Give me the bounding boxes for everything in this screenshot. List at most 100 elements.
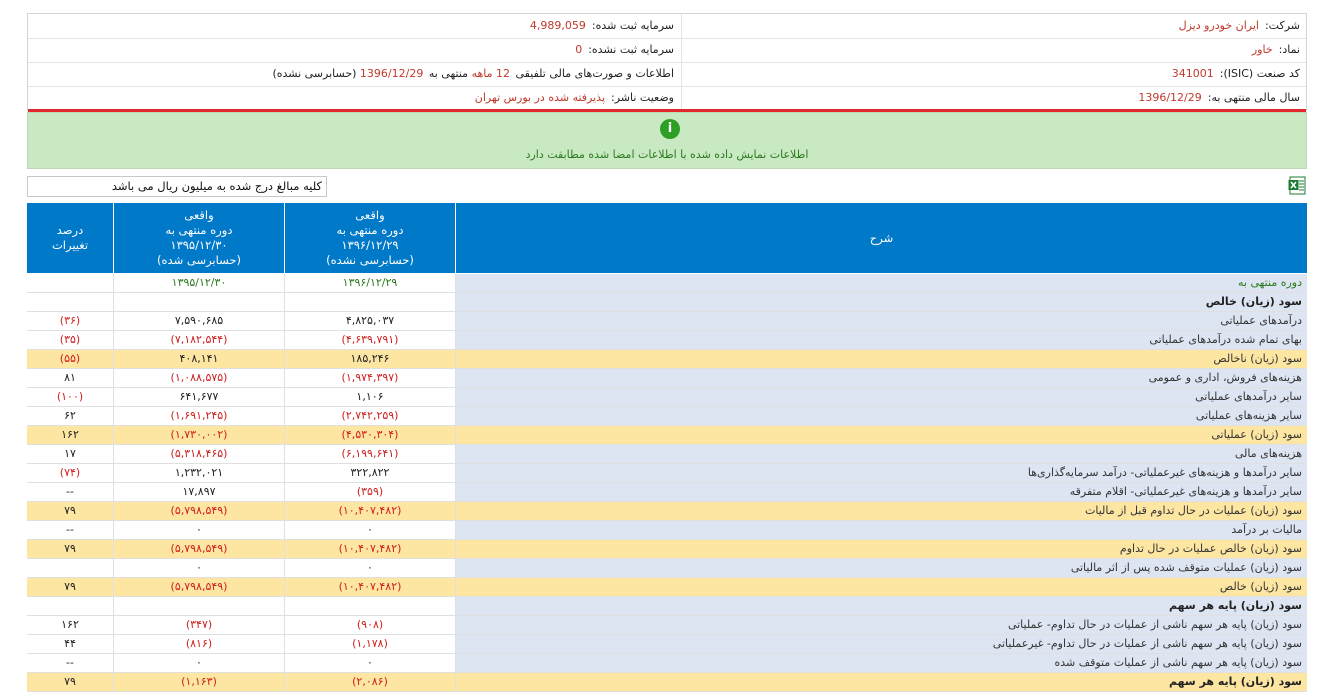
col-header-change: درصد تغییرات [27, 203, 113, 273]
current-value-cell: (۹۰۸) [284, 616, 455, 634]
col-header-description: شرح [455, 203, 1307, 273]
change-cell: ۷۹ [27, 578, 113, 596]
change-cell [27, 559, 113, 577]
table-row: سود (زیان) خالص [27, 293, 1307, 312]
current-value-cell: (۲,۷۴۲,۲۵۹) [284, 407, 455, 425]
current-value-cell: ۰ [284, 654, 455, 672]
verification-message: اطلاعات نمایش داده شده با اطلاعات امضا ش… [525, 148, 809, 161]
info-row-symbol: نماد: خاور سرمایه ثبت نشده: 0 [28, 38, 1306, 63]
col-header-current-l2: دوره منتهی به [336, 223, 404, 237]
previous-value-cell: (۵,۳۱۸,۴۶۵) [113, 445, 284, 463]
table-row: ۱۷ (۵,۳۱۸,۴۶۵) (۶,۱۹۹,۶۴۱) هزینه‌های مالی [27, 445, 1307, 464]
previous-value-cell: ۷,۵۹۰,۶۸۵ [113, 312, 284, 330]
previous-value-cell: ۱,۲۳۲,۰۲۱ [113, 464, 284, 482]
info-row-company: شرکت: ایران خودرو دیزل سرمایه ثبت شده: 4,9… [28, 14, 1306, 39]
current-value-cell: ۱۳۹۶/۱۲/۲۹ [284, 274, 455, 292]
col-header-current-l3: ۱۳۹۶/۱۲/۲۹ [341, 238, 399, 252]
table-row: ۷۹ (۵,۷۹۸,۵۴۹) (۱۰,۴۰۷,۴۸۲) سود (زیان) خالص… [27, 540, 1307, 559]
table-row: ۱۶۲ (۱,۷۳۰,۰۰۲) (۴,۵۳۰,۳۰۴) سود (زیان) عملی… [27, 426, 1307, 445]
previous-value-cell [113, 597, 284, 615]
table-header: درصد تغییرات واقعی دوره منتهی به ۱۳۹۵/۱۲… [27, 203, 1307, 273]
change-cell: (۳۶) [59, 314, 81, 327]
previous-value-cell: ۶۴۱,۶۷۷ [113, 388, 284, 406]
change-cell: (۵۵) [27, 350, 113, 368]
previous-value-cell: (۸۱۶) [113, 635, 284, 653]
row-label-cell: سود (زیان) خالص [455, 578, 1307, 596]
current-value-cell: ۱,۱۰۶ [284, 388, 455, 406]
table-row: -- ۰ ۰ سود (زیان) پایه هر سهم ناشی از عملیا… [27, 654, 1307, 673]
excel-export-icon[interactable] [1288, 176, 1307, 195]
row-label-cell: سود (زیان) خالص [455, 293, 1307, 311]
company-value: ایران خودرو دیزل [1178, 19, 1259, 32]
change-cell: ۶۲ [64, 409, 76, 422]
previous-value-cell: (۱,۷۳۰,۰۰۲) [113, 426, 284, 444]
current-value-cell: (۲,۰۸۶) [284, 673, 455, 691]
change-cell: -- [66, 656, 74, 669]
row-label-cell: سود (زیان) عملیات در حال تداوم قبل از ما… [455, 502, 1307, 520]
isic-value: 341001 [1171, 67, 1214, 80]
previous-value-cell: ۰ [113, 559, 284, 577]
table-row: ۸۱ (۱,۰۸۸,۵۷۵) (۱,۹۷۴,۳۹۷) هزینه‌های فروش، … [27, 369, 1307, 388]
previous-value-cell: (۱,۶۹۱,۲۴۵) [113, 407, 284, 425]
row-label-cell: سود (زیان) عملیات متوقف شده پس از اثر ما… [455, 559, 1307, 577]
current-value-cell: (۴,۵۳۰,۳۰۴) [284, 426, 455, 444]
current-value-cell: (۱۰,۴۰۷,۴۸۲) [284, 540, 455, 558]
change-cell: -- [66, 523, 74, 536]
table-row: (۷۴) ۱,۲۳۲,۰۲۱ ۳۲۲,۸۲۲ سایر درآمدها و هزینه… [27, 464, 1307, 483]
capital-cell: سرمایه ثبت شده: 4,989,059 [530, 14, 674, 38]
table-row: ۱۳۹۵/۱۲/۳۰ ۱۳۹۶/۱۲/۲۹ دوره منتهی به [27, 274, 1307, 293]
table-body: ۱۳۹۵/۱۲/۳۰ ۱۳۹۶/۱۲/۲۹ دوره منتهی به سود (زی… [27, 274, 1307, 692]
row-label-cell: سود (زیان) پایه هر سهم ناشی از عملیات در… [455, 635, 1307, 653]
col-header-previous-l2: دوره منتهی به [165, 223, 233, 237]
current-value-cell: ۱۸۵,۲۴۶ [284, 350, 455, 368]
current-value-cell: (۱۰,۴۰۷,۴۸۲) [284, 502, 455, 520]
info-icon: i [660, 119, 680, 139]
previous-value-cell: (۵,۷۹۸,۵۴۹) [113, 578, 284, 596]
row-label-cell: سایر هزینه‌های عملیاتی [455, 407, 1307, 425]
previous-value-cell: (۱,۰۸۸,۵۷۵) [113, 369, 284, 387]
capital-value: 4,989,059 [529, 19, 586, 32]
current-value-cell: ۰ [284, 521, 455, 539]
change-cell: ۷۹ [27, 502, 113, 520]
previous-value-cell: ۰ [113, 654, 284, 672]
col-header-change-l1: درصد [56, 223, 84, 237]
company-label: شرکت: [1264, 19, 1300, 32]
col-header-change-l2: تغییرات [51, 238, 89, 252]
change-cell: ۷۹ [27, 673, 113, 691]
change-cell: (۷۴) [59, 466, 81, 479]
report-period: 12 ماهه [471, 67, 511, 80]
previous-value-cell: ۴۰۸,۱۴۱ [113, 350, 284, 368]
row-label-cell: سود (زیان) پایه هر سهم [455, 597, 1307, 615]
table-row: ۷۹ (۵,۷۹۸,۵۴۹) (۱۰,۴۰۷,۴۸۲) سود (زیان) خالص [27, 578, 1307, 597]
status-label: وضعیت ناشر: [611, 91, 674, 104]
unreg-capital-label: سرمایه ثبت نشده: [588, 43, 674, 56]
previous-value-cell: (۱,۱۶۳) [113, 673, 284, 691]
current-value-cell: (۶,۱۹۹,۶۴۱) [284, 445, 455, 463]
change-cell [27, 274, 113, 292]
row-label-cell: سایر درآمدها و هزینه‌های غیرعملیاتی- درآ… [455, 464, 1307, 482]
info-row-fiscal-year: سال مالی منتهی به: 1396/12/29 وضعیت ناشر:… [28, 86, 1306, 112]
current-value-cell: (۱,۱۷۸) [284, 635, 455, 653]
previous-value-cell: ۱۷,۸۹۷ [113, 483, 284, 501]
row-label-cell: سایر درآمدهای عملیاتی [455, 388, 1307, 406]
row-label-cell: هزینه‌های فروش، اداری و عمومی [455, 369, 1307, 387]
table-row: (۳۵) (۷,۱۸۲,۵۴۴) (۴,۶۳۹,۷۹۱) بهای تمام شده … [27, 331, 1307, 350]
current-value-cell: (۳۵۹) [284, 483, 455, 501]
change-cell: ۱۶۲ [61, 618, 79, 631]
col-header-current-l4: (حسابرسی نشده) [326, 253, 414, 267]
change-cell [27, 293, 113, 311]
unreg-capital-cell: سرمایه ثبت نشده: 0 [575, 38, 674, 62]
table-row: (۵۵) ۴۰۸,۱۴۱ ۱۸۵,۲۴۶ سود (زیان) ناخالص [27, 350, 1307, 369]
col-header-previous-l3: ۱۳۹۵/۱۲/۳۰ [170, 238, 228, 252]
col-header-previous-l1: واقعی [184, 208, 214, 222]
col-header-previous-l4: (حسابرسی شده) [157, 253, 241, 267]
table-row: (۱۰۰) ۶۴۱,۶۷۷ ۱,۱۰۶ سایر درآمدهای عملیاتی [27, 388, 1307, 407]
isic-label: کد صنعت (ISIC): [1219, 67, 1300, 80]
current-value-cell: ۰ [284, 559, 455, 577]
fiscal-year-label: سال مالی منتهی به: [1207, 91, 1300, 104]
verification-notice: i اطلاعات نمایش داده شده با اطلاعات امضا… [27, 112, 1307, 169]
table-row: -- ۱۷,۸۹۷ (۳۵۹) سایر درآمدها و هزینه‌های غی… [27, 483, 1307, 502]
isic-cell: کد صنعت (ISIC): 341001 [1172, 62, 1300, 86]
table-row: ۷۹ (۱,۱۶۳) (۲,۰۸۶) سود (زیان) پایه هر سهم [27, 673, 1307, 692]
change-cell: ۱۷ [64, 447, 76, 460]
